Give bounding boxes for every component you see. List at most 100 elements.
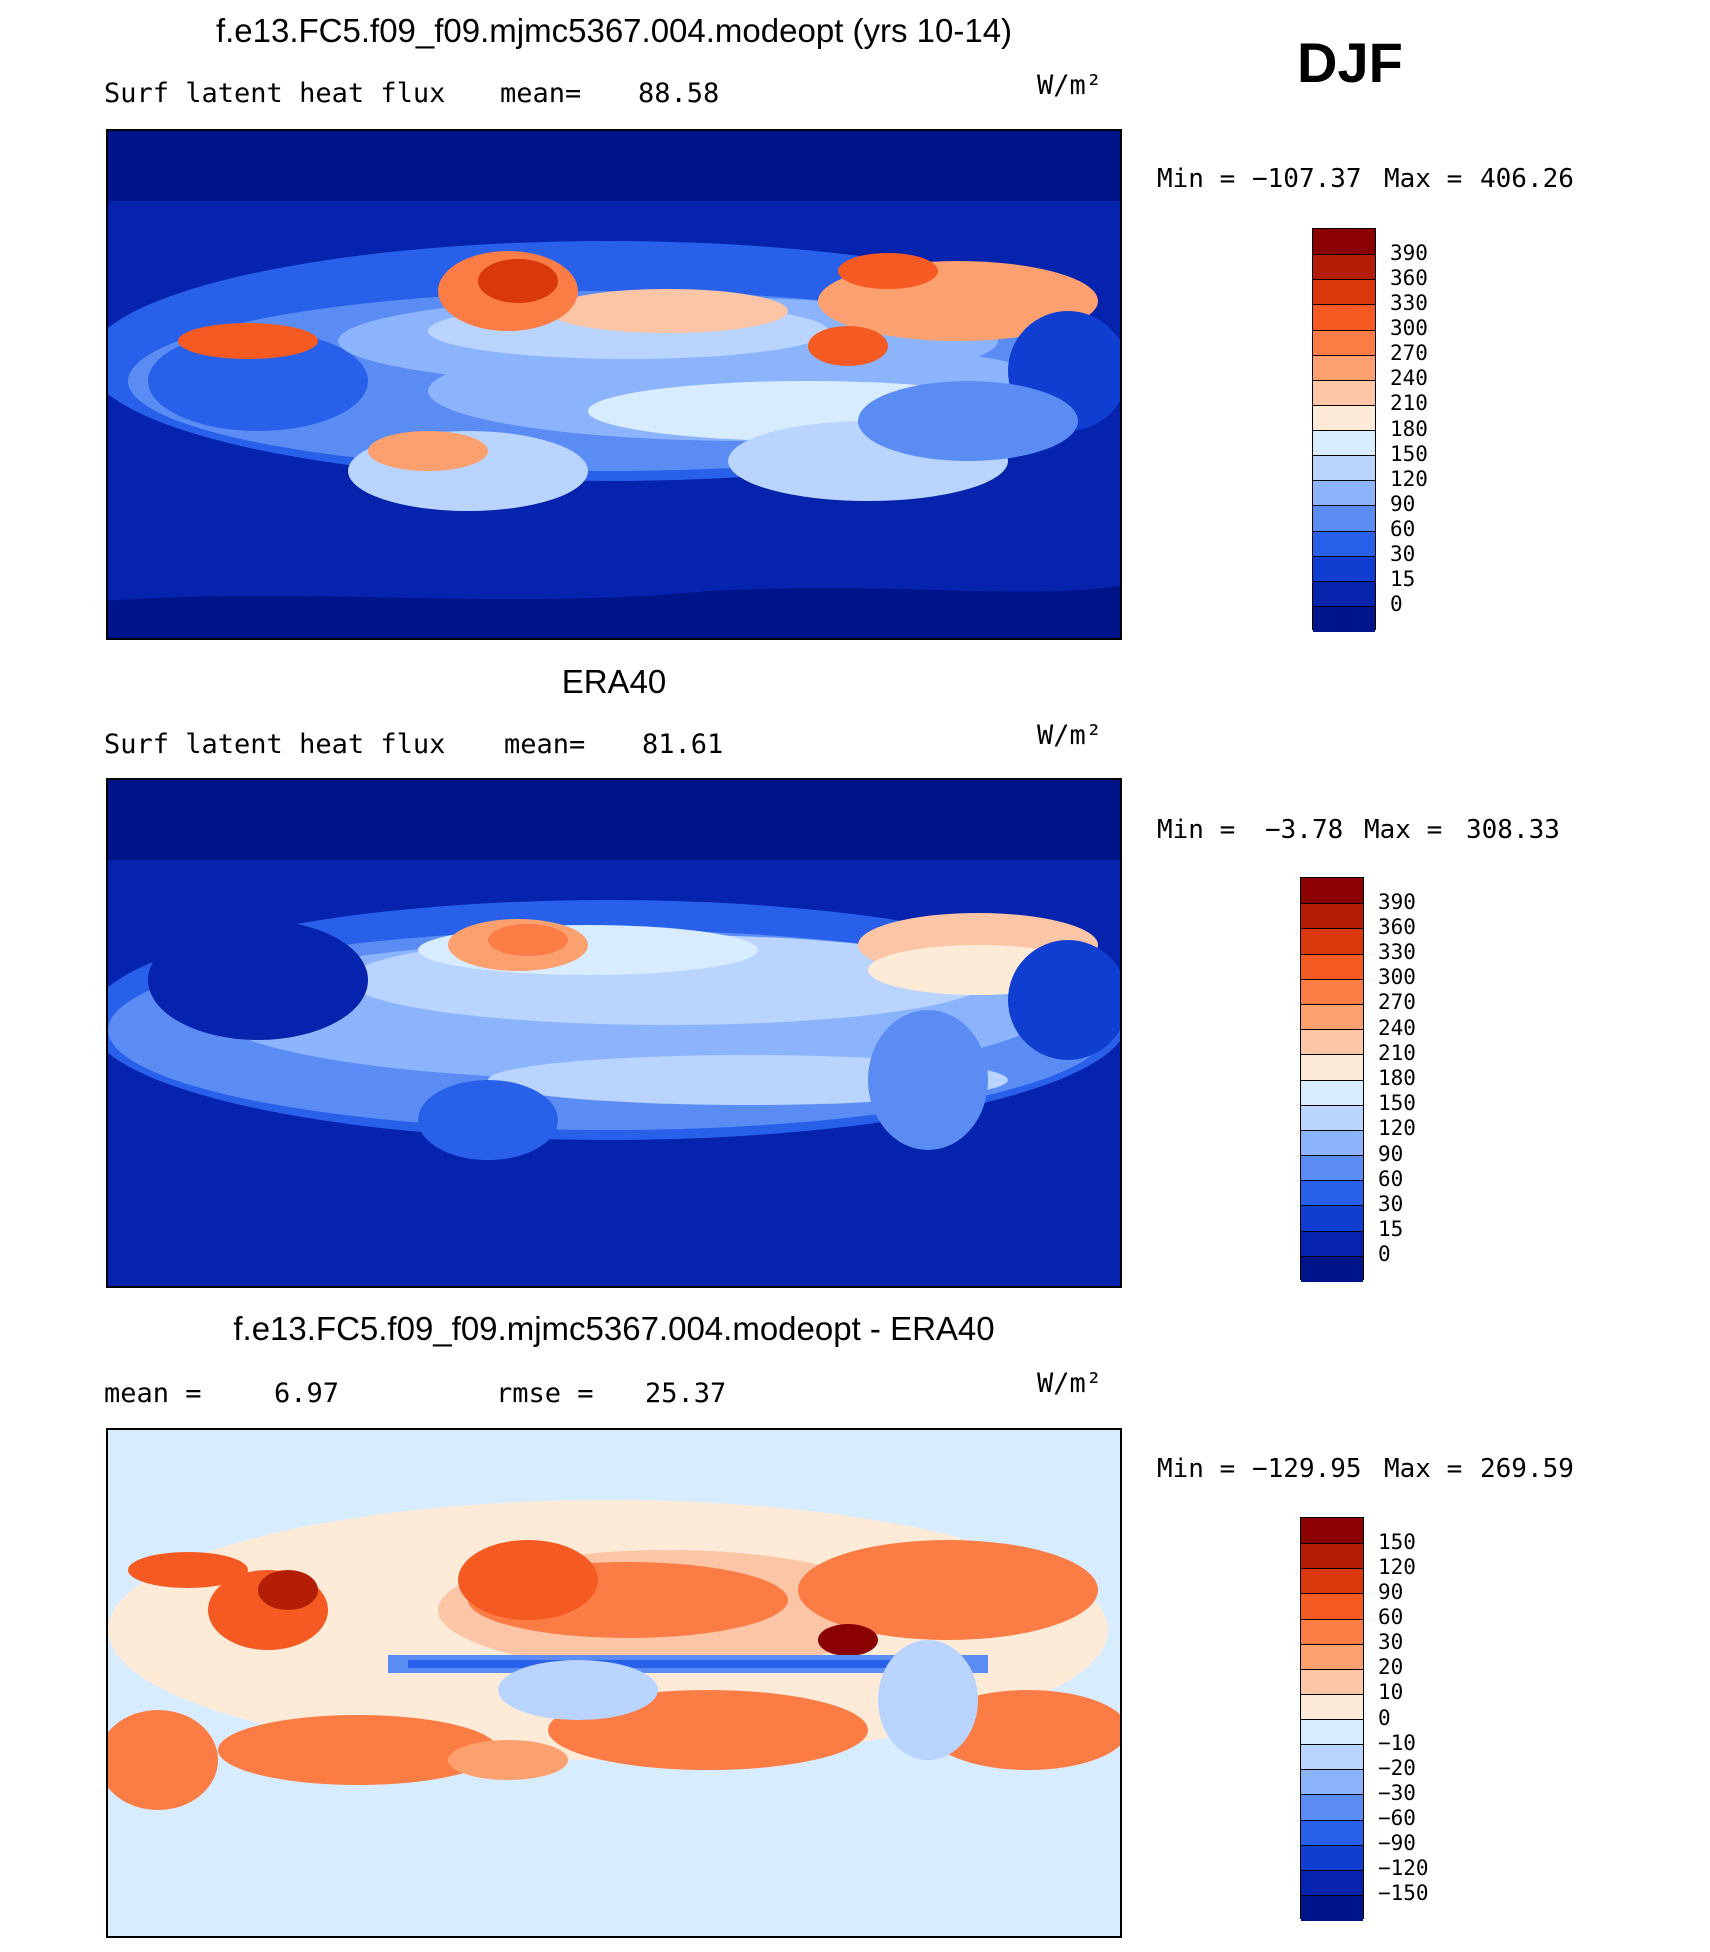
panel1-variable-label: Surf latent heat flux [104,78,446,109]
colorbar-swatch [1301,1518,1363,1544]
colorbar-swatch [1301,1618,1363,1645]
panel2-variable-label: Surf latent heat flux [104,729,446,760]
colorbar-swatch [1301,1155,1363,1181]
colorbar-swatch [1313,254,1375,280]
colorbar-tick-label: 180 [1390,416,1428,441]
panel3-mean-value: 6.97 [274,1378,340,1409]
colorbar-frame [1312,228,1376,632]
colorbar-tick-label: 390 [1390,240,1428,265]
colorbar-swatch [1313,379,1375,406]
colorbar-swatch [1301,1844,1363,1871]
colorbar-tick-label: 390 [1378,889,1416,914]
season-label: DJF [1297,31,1403,94]
panel3-map [106,1428,1122,1938]
panel2-mean-label: mean= [504,729,586,760]
colorbar-swatch [1301,1744,1363,1770]
panel3-title: f.e13.FC5.f09_f09.mjmc5367.004.modeopt -… [233,1310,995,1347]
colorbar-swatch [1301,1230,1363,1257]
panel1-max-value: 406.26 [1480,164,1574,194]
panel3-max-label: Max = [1384,1454,1463,1484]
panel1-mean-value: 88.58 [638,78,720,109]
panel1-colorbar: 390 360 330 300 270 240 210 180 150 120 90 60 30 15 0 [1312,228,1428,632]
colorbar-swatch [1301,1180,1363,1206]
panel1-max-label: Max = [1384,164,1463,194]
colorbar-tick-label: 300 [1378,965,1416,990]
colorbar-tick-label: 0 [1390,592,1403,617]
panel1-field-svg [108,131,1120,638]
colorbar-tick-label: 240 [1390,366,1428,391]
panel3-colorbar: 150 120 90 60 30 20 10 0 −10 −20 −30 −60 −90 −120 −150 [1300,1517,1429,1921]
panel2-max-value: 308.33 [1466,815,1560,845]
colorbar-tick-label: 360 [1390,265,1428,290]
colorbar-tick-label: 0 [1378,1705,1391,1730]
colorbar-swatch [1301,1003,1363,1030]
colorbar-swatch [1301,1794,1363,1820]
colorbar-swatch [1301,1104,1363,1131]
panel3-mean-label: mean = [104,1378,202,1409]
colorbar-tick-label: −90 [1378,1831,1416,1856]
colorbar-tick-label: 0 [1378,1242,1391,1267]
colorbar-swatch [1301,1029,1363,1055]
colorbar-tick-label: −30 [1378,1780,1416,1805]
colorbar-swatch [1301,1643,1363,1670]
colorbar-tick-label: 90 [1390,491,1416,516]
panel2-map [106,778,1122,1288]
panel2-field-svg [108,780,1120,1286]
colorbar-tick-label: 20 [1378,1655,1404,1680]
colorbar-swatch [1313,229,1375,255]
colorbar-tick-label: 10 [1378,1680,1404,1705]
colorbar-swatch [1301,1129,1363,1156]
colorbar-swatch [1313,480,1375,506]
panel2-colorbar: 390 360 330 300 270 240 210 180 150 120 90 60 30 15 0 [1300,877,1416,1282]
colorbar-swatch [1301,1054,1363,1080]
colorbar-swatch [1313,354,1375,381]
panel1-min-label: Min = [1157,164,1236,194]
panel3-max-value: 269.59 [1480,1454,1574,1484]
colorbar-swatch [1301,1769,1363,1795]
colorbar-swatch [1313,505,1375,531]
colorbar-swatch [1301,978,1363,1005]
colorbar-tick-label: 120 [1378,1554,1416,1579]
colorbar-swatch [1313,404,1375,431]
colorbar-tick-label: 330 [1390,290,1428,315]
colorbar-swatch [1301,1205,1363,1232]
panel3-field-svg [108,1430,1120,1936]
colorbar-tick-label: 180 [1378,1066,1416,1090]
colorbar-swatch [1313,455,1375,481]
colorbar-tick-label: 360 [1378,914,1416,939]
colorbar-swatch [1301,928,1363,955]
colorbar-tick-label: 150 [1378,1529,1416,1554]
colorbar-tick-label: −20 [1378,1755,1416,1780]
colorbar-tick-label: 270 [1378,990,1416,1015]
panel2-min-value: −3.78 [1265,815,1344,845]
colorbar-swatch [1301,878,1363,904]
colorbar-swatch [1301,903,1363,929]
colorbar-tick-label: 15 [1378,1217,1404,1242]
colorbar-tick-label: −120 [1378,1856,1429,1881]
panel1-map [106,129,1122,640]
colorbar-tick-label: 300 [1390,316,1428,340]
colorbar-tick-label: 90 [1378,1141,1404,1166]
colorbar-tick-label: −150 [1378,1881,1429,1906]
colorbar-tick-label: 210 [1390,391,1428,416]
colorbar-swatch [1313,304,1375,330]
colorbar-tick-label: 330 [1378,940,1416,965]
colorbar-swatch [1301,1593,1363,1619]
panel2-units: W/m² [1037,720,1103,751]
colorbar-tick-label: 60 [1390,517,1416,541]
panel1-units: W/m² [1037,70,1103,101]
panel3-rmse-value: 25.37 [645,1378,727,1409]
colorbar-tick-label: 210 [1378,1040,1416,1065]
colorbar-swatch [1301,1568,1363,1594]
colorbar-swatch [1313,555,1375,582]
colorbar-tick-label: 30 [1378,1630,1404,1655]
colorbar-swatch [1313,430,1375,456]
colorbar-tick-label: 30 [1378,1191,1404,1216]
colorbar-tick-label: 60 [1378,1605,1404,1629]
panel3-min-label: Min = [1157,1454,1236,1484]
panel1-min-value: −107.37 [1252,164,1362,194]
colorbar-swatch [1313,605,1375,632]
colorbar-swatch [1301,1693,1363,1720]
colorbar-swatch [1313,279,1375,305]
colorbar-tick-label: −10 [1378,1730,1416,1755]
